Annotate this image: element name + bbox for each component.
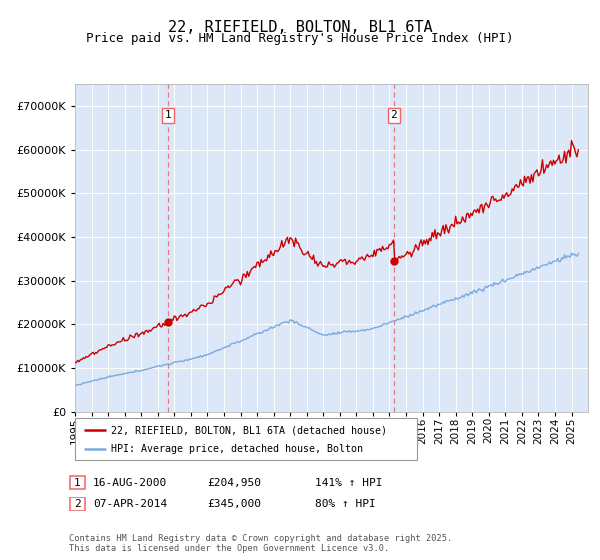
Text: 1: 1 xyxy=(74,478,81,488)
Text: 141% ↑ HPI: 141% ↑ HPI xyxy=(315,478,383,488)
Text: Contains HM Land Registry data © Crown copyright and database right 2025.
This d: Contains HM Land Registry data © Crown c… xyxy=(69,534,452,553)
Text: Price paid vs. HM Land Registry's House Price Index (HPI): Price paid vs. HM Land Registry's House … xyxy=(86,32,514,45)
Text: 2: 2 xyxy=(391,110,397,120)
Text: 22, RIEFIELD, BOLTON, BL1 6TA: 22, RIEFIELD, BOLTON, BL1 6TA xyxy=(167,20,433,35)
Text: £204,950: £204,950 xyxy=(207,478,261,488)
Text: HPI: Average price, detached house, Bolton: HPI: Average price, detached house, Bolt… xyxy=(111,444,363,454)
Text: 2: 2 xyxy=(74,499,81,509)
Text: 1: 1 xyxy=(164,110,172,120)
Text: 22, RIEFIELD, BOLTON, BL1 6TA (detached house): 22, RIEFIELD, BOLTON, BL1 6TA (detached … xyxy=(111,425,387,435)
FancyBboxPatch shape xyxy=(75,418,417,460)
Text: £345,000: £345,000 xyxy=(207,499,261,509)
Text: 07-APR-2014: 07-APR-2014 xyxy=(93,499,167,509)
FancyBboxPatch shape xyxy=(70,497,85,511)
Text: 16-AUG-2000: 16-AUG-2000 xyxy=(93,478,167,488)
FancyBboxPatch shape xyxy=(70,476,85,489)
Text: 80% ↑ HPI: 80% ↑ HPI xyxy=(315,499,376,509)
